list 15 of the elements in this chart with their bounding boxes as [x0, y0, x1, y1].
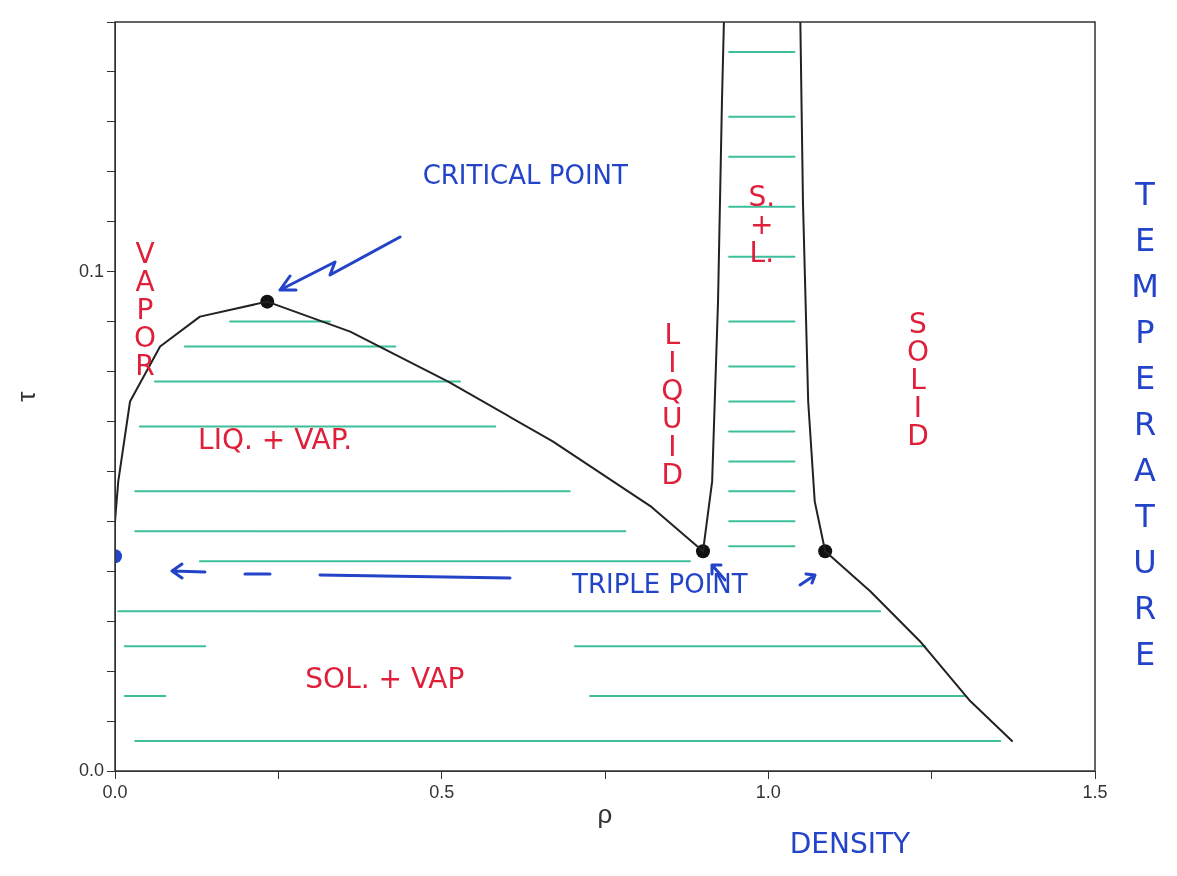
x-tick-label: 1.0	[755, 781, 781, 802]
y-axis-title: τ	[10, 390, 41, 402]
annotation: CRITICAL POINT	[422, 159, 629, 190]
annotation: LIQUID	[661, 317, 684, 491]
y-tick-label: 0.1	[78, 260, 104, 281]
annotation: TRIPLE POINT	[571, 569, 748, 599]
x-tick-label: 1.5	[1082, 781, 1108, 802]
text: TEMPERATURE	[1131, 174, 1159, 673]
annotation: SOL. + VAP	[305, 662, 465, 696]
x-tick-label: 0.0	[102, 781, 128, 802]
x-axis-title: ρ	[597, 798, 613, 829]
annotation: SOLID	[906, 306, 929, 452]
x-tick-label: 0.5	[429, 781, 455, 802]
annotation: LIQ. + VAP.	[198, 422, 353, 456]
text: DENSITY	[789, 827, 912, 861]
